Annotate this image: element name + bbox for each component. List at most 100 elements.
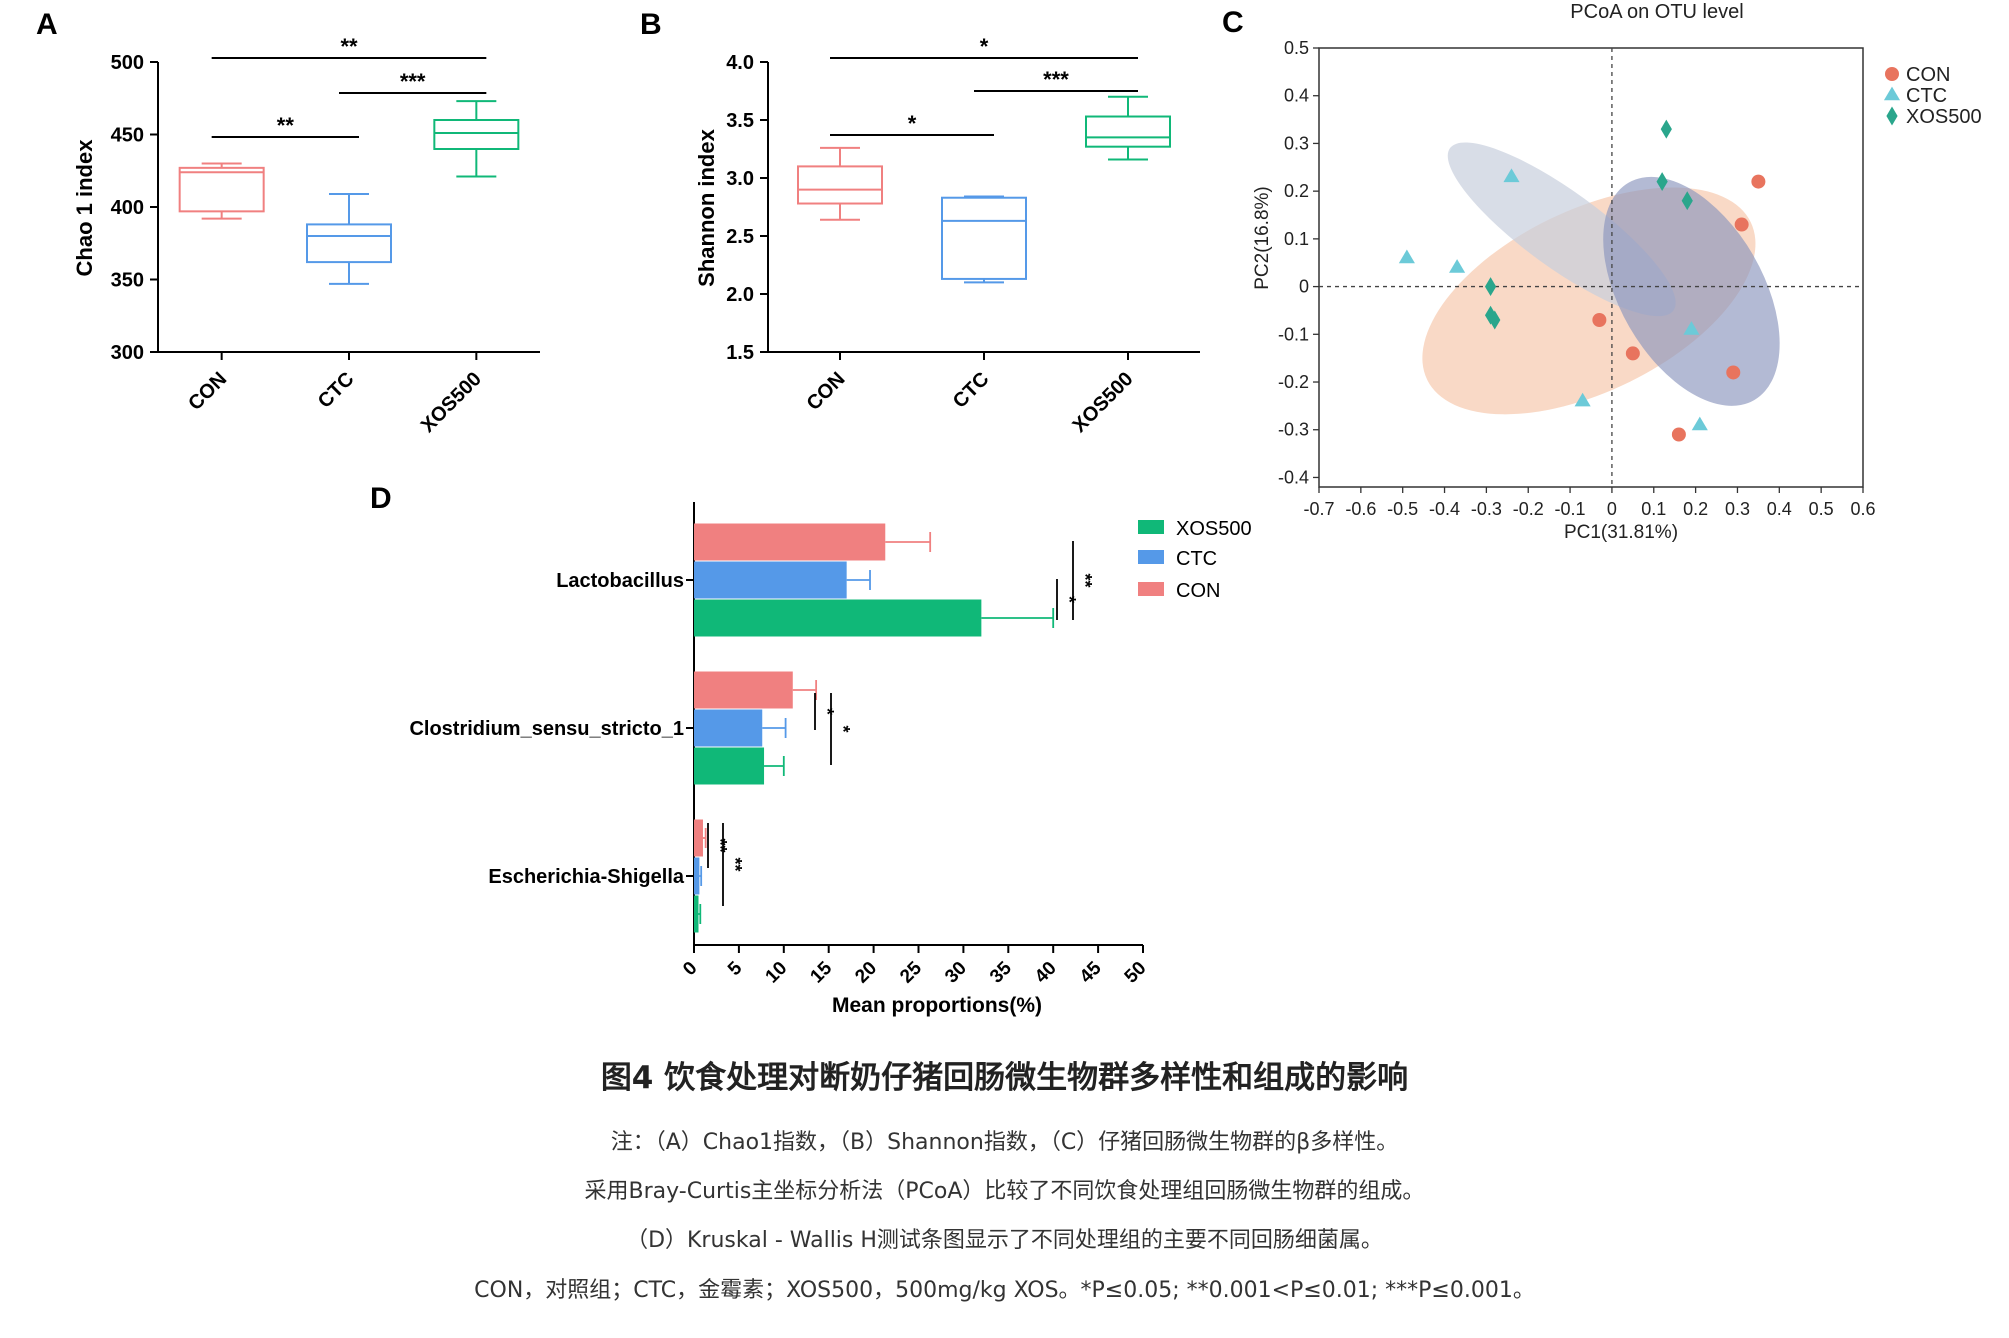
x-tick-label: CON bbox=[803, 368, 850, 415]
y-tick-label: 2.0 bbox=[726, 284, 754, 306]
legend-swatch bbox=[1138, 550, 1164, 564]
x-tick-label: 20 bbox=[851, 958, 881, 988]
box-xos500 bbox=[433, 100, 520, 178]
y-tick-label: 300 bbox=[111, 342, 144, 364]
x-tick-label: 25 bbox=[896, 957, 926, 987]
significance-label: * bbox=[980, 34, 989, 59]
y-tick-label: 400 bbox=[111, 197, 144, 219]
y-tick-label: 450 bbox=[111, 125, 144, 147]
y-tick-label: -0.1 bbox=[1278, 324, 1309, 344]
x-tick-label: -0.2 bbox=[1513, 499, 1544, 519]
y-tick-label: 500 bbox=[111, 52, 144, 74]
data-point bbox=[1751, 174, 1766, 189]
box-con bbox=[797, 146, 883, 221]
data-point bbox=[1625, 346, 1640, 361]
legend-item-con: CON bbox=[1885, 64, 1950, 86]
bar-xos500 bbox=[694, 895, 699, 933]
box-ctc bbox=[941, 195, 1027, 284]
significance-label: * bbox=[908, 111, 917, 136]
legend-swatch bbox=[1138, 520, 1164, 534]
legend-label: CON bbox=[1176, 580, 1220, 602]
x-tick-label: -0.7 bbox=[1303, 499, 1334, 519]
x-tick-label: 45 bbox=[1076, 957, 1106, 987]
y-tick-label: 0.1 bbox=[1284, 229, 1309, 249]
data-point bbox=[1886, 106, 1898, 126]
data-point bbox=[1883, 86, 1901, 101]
legend-item-con: CON bbox=[1138, 580, 1220, 602]
x-tick-label: 50 bbox=[1121, 958, 1151, 988]
x-tick-label: CTC bbox=[949, 368, 994, 413]
panel-label-d: D bbox=[370, 482, 392, 515]
panel-label-c: C bbox=[1222, 6, 1244, 39]
panel-c-ylabel: PC2(16.8%) bbox=[1252, 186, 1273, 290]
significance-label: * bbox=[1059, 596, 1079, 603]
x-tick-label: 35 bbox=[986, 957, 1016, 987]
panel-b-ylabel: Shannon index bbox=[694, 128, 719, 286]
x-tick-label: XOS500 bbox=[417, 368, 486, 437]
x-tick-label: 5 bbox=[724, 957, 747, 980]
caption-note-line: 注：（A）Chao1指数，（B）Shannon指数，（C）仔猪回肠微生物群的β多… bbox=[610, 1130, 1399, 1155]
x-tick-label: -0.4 bbox=[1429, 499, 1460, 519]
panel-a-ylabel: Chao 1 index bbox=[72, 139, 97, 277]
data-point bbox=[1656, 172, 1668, 192]
x-tick-label: 0.6 bbox=[1850, 499, 1875, 519]
y-tick-label: 0 bbox=[1299, 277, 1309, 297]
panel-d-xlabel: Mean proportions(%) bbox=[832, 994, 1042, 1017]
category-label: Escherichia-Shigella bbox=[488, 866, 685, 888]
x-tick-label: 0.2 bbox=[1683, 499, 1708, 519]
y-tick-label: 2.5 bbox=[726, 226, 754, 248]
box-xos500 bbox=[1085, 95, 1171, 161]
box-iqr bbox=[433, 119, 520, 150]
data-point bbox=[1574, 392, 1591, 407]
significance-label: ** bbox=[1075, 573, 1095, 587]
plot-frame bbox=[1318, 47, 1864, 488]
bar-ctc bbox=[694, 709, 763, 747]
legend-item-xos500: XOS500 bbox=[1886, 106, 1982, 128]
significance-label: *** bbox=[1043, 67, 1069, 92]
data-point bbox=[1660, 119, 1672, 139]
x-tick-label: 0 bbox=[679, 958, 701, 980]
panel-c-title: PCoA on OTU level bbox=[1570, 1, 1743, 23]
x-tick-label: -0.5 bbox=[1387, 499, 1418, 519]
y-tick-label: 3.5 bbox=[726, 110, 754, 132]
bar-xos500 bbox=[694, 747, 765, 785]
data-point bbox=[1398, 249, 1415, 264]
data-point bbox=[1449, 259, 1466, 273]
point-series-xos500 bbox=[1484, 119, 1693, 330]
x-tick-label: 0.5 bbox=[1809, 499, 1834, 519]
panel-label-a: A bbox=[36, 8, 58, 41]
significance-label: * bbox=[833, 725, 853, 732]
bar-xos500 bbox=[694, 599, 982, 637]
figure-caption-title: 图4 饮食处理对断奶仔猪回肠微生物群多样性和组成的影响 bbox=[600, 1060, 1409, 1096]
legend-label: XOS500 bbox=[1906, 106, 1982, 128]
y-tick-label: -0.2 bbox=[1278, 372, 1309, 392]
data-point bbox=[1683, 321, 1700, 335]
legend-label: XOS500 bbox=[1176, 518, 1252, 540]
legend-item-ctc: CTC bbox=[1883, 85, 1947, 107]
data-point bbox=[1691, 416, 1708, 431]
data-point bbox=[1671, 427, 1686, 442]
data-point bbox=[1885, 67, 1899, 81]
y-tick-label: 4.0 bbox=[726, 52, 754, 74]
x-tick-label: 40 bbox=[1031, 958, 1061, 988]
figure-canvas: A B C D Chao 1 index Shannon index PCoA … bbox=[36, 1, 1982, 1017]
data-point bbox=[1726, 365, 1741, 380]
x-tick-label: 0.1 bbox=[1641, 499, 1666, 519]
legend-swatch bbox=[1138, 582, 1164, 596]
bar-con bbox=[694, 523, 886, 561]
box-ctc bbox=[306, 192, 392, 285]
box-iqr bbox=[306, 223, 392, 264]
data-point bbox=[1734, 217, 1749, 232]
x-tick-label: -0.6 bbox=[1345, 499, 1376, 519]
x-tick-label: -0.1 bbox=[1555, 499, 1586, 519]
x-tick-label: -0.3 bbox=[1471, 499, 1502, 519]
x-tick-label: 0.3 bbox=[1725, 499, 1750, 519]
significance-label: *** bbox=[400, 69, 426, 94]
data-point bbox=[1592, 312, 1607, 327]
category-label: Clostridium_sensu_stricto_1 bbox=[409, 718, 684, 740]
significance-label: ** bbox=[277, 113, 295, 138]
significance-label: * bbox=[817, 708, 837, 715]
bar-ctc bbox=[694, 857, 700, 895]
